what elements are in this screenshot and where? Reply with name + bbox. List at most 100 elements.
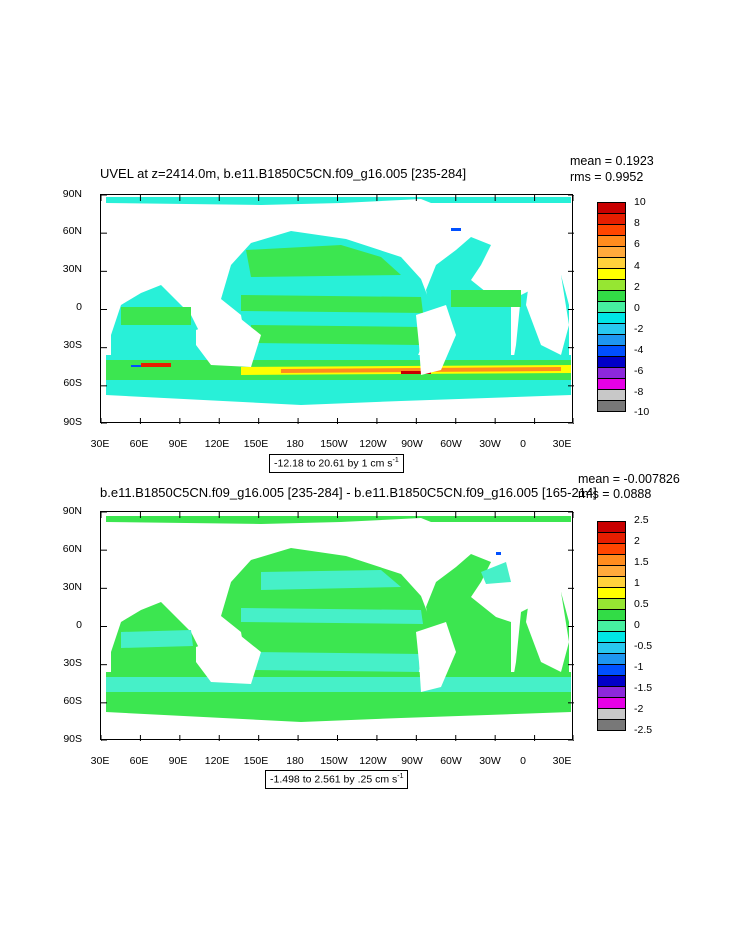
lat-tick-label: 90S — [63, 733, 82, 745]
range-label: -1.498 to 2.561 by .25 cm s — [270, 773, 398, 786]
colorbar-label: 2.5 — [634, 514, 649, 526]
ocean-band-acc-blue — [496, 552, 501, 555]
colorbar-cell — [598, 577, 625, 588]
colorbar-label: 2 — [634, 535, 640, 547]
colorbar-cell — [598, 599, 625, 610]
colorbar-cell — [598, 302, 625, 313]
colorbar-cell — [598, 720, 625, 731]
colorbar-label: 2 — [634, 281, 640, 293]
colorbar-cell — [598, 247, 625, 258]
land-south-america — [416, 622, 456, 692]
colorbar-cell — [598, 665, 625, 676]
map-plot — [101, 512, 574, 741]
land-australia — [196, 315, 261, 367]
ocean-band-acc-blue — [451, 228, 461, 231]
ocean-field — [106, 516, 571, 722]
colorbar-cell — [598, 335, 625, 346]
lon-tick-label: 150E — [243, 438, 269, 450]
colorbar-label: 1.5 — [634, 556, 649, 568]
ocean-band-southern — [106, 677, 571, 692]
range-label: -12.18 to 20.61 by 1 cm s — [274, 457, 393, 470]
map-frame — [100, 194, 574, 424]
lon-tick-label: 120W — [359, 438, 387, 450]
colorbar-cell — [598, 225, 625, 236]
lon-tick-label: 90E — [168, 755, 188, 767]
colorbar-cell — [598, 522, 625, 533]
lon-tick-label: 60E — [129, 438, 149, 450]
colorbar-cell — [598, 643, 625, 654]
lat-tick-label: 90S — [63, 416, 82, 428]
lat-tick-label: 90N — [62, 188, 82, 200]
colorbar-cell — [598, 709, 625, 720]
ocean-band-indian — [121, 307, 191, 325]
colorbar — [597, 521, 626, 731]
colorbar-cell — [598, 214, 625, 225]
range-unit-exponent: -1 — [392, 457, 399, 464]
ocean-region-arctic — [106, 516, 571, 524]
ocean-band-north-pacific — [261, 570, 401, 590]
colorbar-label: 0 — [634, 302, 640, 314]
lon-tick-label: 120W — [359, 755, 387, 767]
colorbar-cell — [598, 676, 625, 687]
lon-tick-label: 60E — [129, 755, 149, 767]
ocean-band-indian — [121, 630, 193, 648]
colorbar-cell — [598, 632, 625, 643]
colorbar-cell — [598, 324, 625, 335]
colorbar-label: -1 — [634, 661, 644, 673]
chart-panel-top: UVEL at z=2414.0m, b.e11.B1850C5CN.f09_g… — [0, 150, 733, 480]
colorbar — [597, 202, 626, 412]
ocean-band-atlantic — [451, 290, 521, 307]
chart-panel-bottom: b.e11.B1850C5CN.f09_g16.005 [235-284] - … — [0, 470, 733, 800]
colorbar-label: -8 — [634, 386, 644, 398]
lon-tick-label: 120E — [204, 755, 230, 767]
lon-tick-label: 30W — [479, 755, 501, 767]
colorbar-cell — [598, 203, 625, 214]
land-africa — [526, 584, 569, 672]
ocean-band-equatorial — [241, 608, 423, 624]
colorbar-cell — [598, 313, 625, 324]
colorbar-label: 1 — [634, 577, 640, 589]
mean-stat: mean = 0.1923 — [570, 154, 654, 168]
lon-tick-label: 0 — [520, 755, 526, 767]
lon-tick-label: 30E — [90, 438, 110, 450]
chart-title: UVEL at z=2414.0m, b.e11.B1850C5CN.f09_g… — [100, 166, 467, 181]
axis-ticks — [101, 512, 574, 741]
ocean-field — [106, 197, 571, 405]
colorbar-cell — [598, 687, 625, 698]
lon-tick-label: 180 — [286, 755, 304, 767]
rms-stat: rms = 0.9952 — [570, 170, 644, 184]
lon-tick-label: 30E — [90, 755, 110, 767]
colorbar-label: -2.5 — [634, 724, 653, 736]
range-info-box: -12.18 to 20.61 by 1 cm s-1 — [269, 454, 404, 473]
colorbar-label: 6 — [634, 238, 640, 250]
range-info-box: -1.498 to 2.561 by .25 cm s-1 — [265, 770, 409, 789]
colorbar-label: -10 — [634, 406, 650, 418]
colorbar-cell — [598, 544, 625, 555]
colorbar-cell — [598, 533, 625, 544]
chart-title: b.e11.B1850C5CN.f09_g16.005 [235-284] - … — [100, 485, 597, 500]
colorbar-label: 0.5 — [634, 598, 649, 610]
colorbar-cell — [598, 280, 625, 291]
colorbar-label: -2 — [634, 323, 644, 335]
colorbar-cell — [598, 698, 625, 709]
lon-tick-label: 150W — [320, 438, 348, 450]
rms-stat: rms = 0.0888 — [578, 487, 652, 501]
colorbar-cell — [598, 566, 625, 577]
colorbar-cell — [598, 379, 625, 390]
lon-tick-label: 60W — [440, 438, 462, 450]
lat-tick-label: 30S — [63, 657, 82, 669]
lat-tick-label: 60S — [63, 377, 82, 389]
lon-tick-label: 90E — [168, 438, 188, 450]
lat-tick-label: 60N — [62, 543, 82, 555]
colorbar-label: -2 — [634, 703, 644, 715]
lat-tick-label: 90N — [62, 505, 82, 517]
lon-tick-label: 150E — [243, 755, 269, 767]
ocean-band-acc-blue — [131, 365, 141, 367]
colorbar-cell — [598, 368, 625, 379]
lon-tick-label: 30E — [552, 438, 572, 450]
colorbar-label: -4 — [634, 344, 644, 356]
lat-tick-label: 30S — [63, 339, 82, 351]
lon-tick-label: 30E — [552, 755, 572, 767]
ocean-region-arctic — [106, 197, 571, 205]
colorbar-cell — [598, 258, 625, 269]
